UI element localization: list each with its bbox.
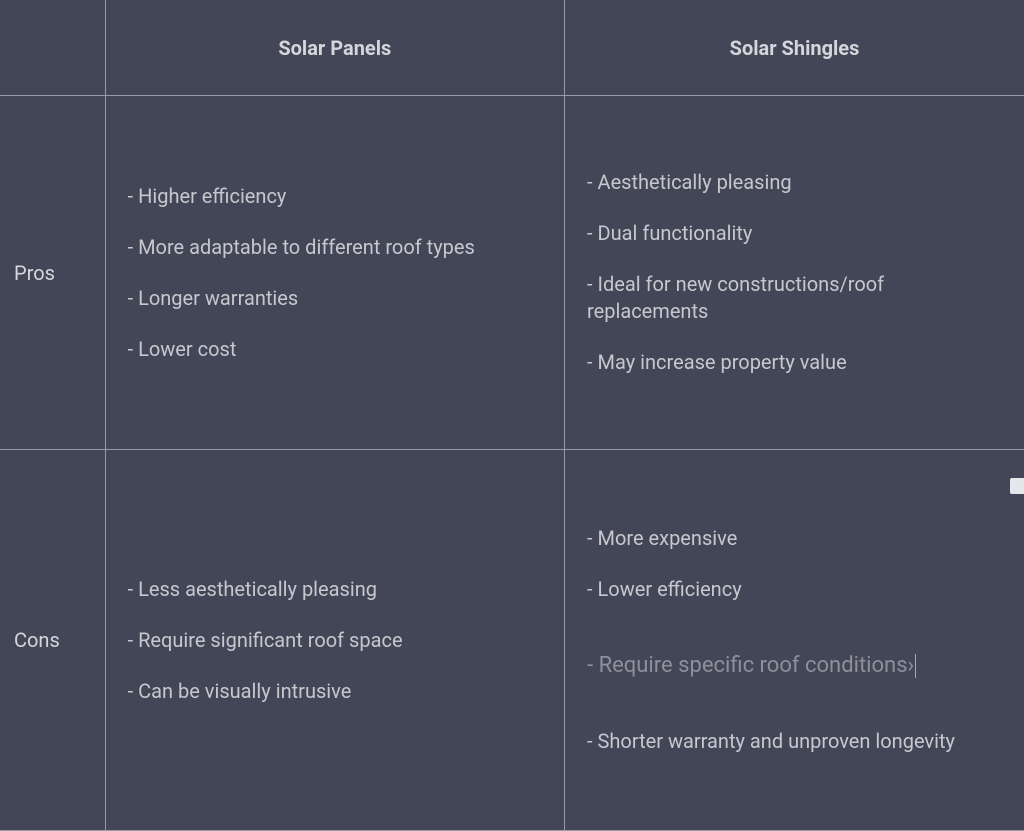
cell-pros-panels[interactable]: - Higher efficiency - More adaptable to … [105, 96, 564, 450]
list-item: - Ideal for new constructions/roof repla… [587, 271, 1006, 325]
row-label-pros: Pros [0, 96, 105, 450]
list-item: - Aesthetically pleasing [587, 169, 1006, 196]
list-item: - Longer warranties [128, 285, 546, 312]
corner-cell [0, 0, 105, 96]
col-header-shingles: Solar Shingles [565, 0, 1024, 96]
comparison-table: Solar Panels Solar Shingles Pros - Highe… [0, 0, 1024, 831]
list-item: - Require significant roof space [128, 627, 546, 654]
editing-text: - Require specific roof conditions› [587, 653, 914, 678]
list-item: - May increase property value [587, 349, 1006, 376]
list-item: - Can be visually intrusive [128, 678, 546, 705]
cell-cons-shingles[interactable]: - More expensive - Lower efficiency - Re… [565, 450, 1024, 831]
list-item: - Lower efficiency [587, 576, 1006, 603]
list-item: - Higher efficiency [128, 183, 546, 210]
cell-pros-shingles[interactable]: - Aesthetically pleasing - Dual function… [565, 96, 1024, 450]
list-item: - Less aesthetically pleasing [128, 576, 546, 603]
list-item: - Shorter warranty and unproven longevit… [587, 728, 1006, 755]
cons-row: Cons - Less aesthetically pleasing - Req… [0, 450, 1024, 831]
list-item: - Lower cost [128, 336, 546, 363]
scroll-indicator-icon[interactable] [1010, 478, 1024, 494]
list-item-editing[interactable]: - Require specific roof conditions› [587, 651, 916, 681]
row-label-cons: Cons [0, 450, 105, 831]
col-header-panels: Solar Panels [105, 0, 564, 96]
list-item: - More expensive [587, 525, 1006, 552]
pros-row: Pros - Higher efficiency - More adaptabl… [0, 96, 1024, 450]
list-item: - Dual functionality [587, 220, 1006, 247]
text-caret [915, 654, 916, 678]
list-item: - More adaptable to different roof types [128, 234, 546, 261]
cell-cons-panels[interactable]: - Less aesthetically pleasing - Require … [105, 450, 564, 831]
header-row: Solar Panels Solar Shingles [0, 0, 1024, 96]
